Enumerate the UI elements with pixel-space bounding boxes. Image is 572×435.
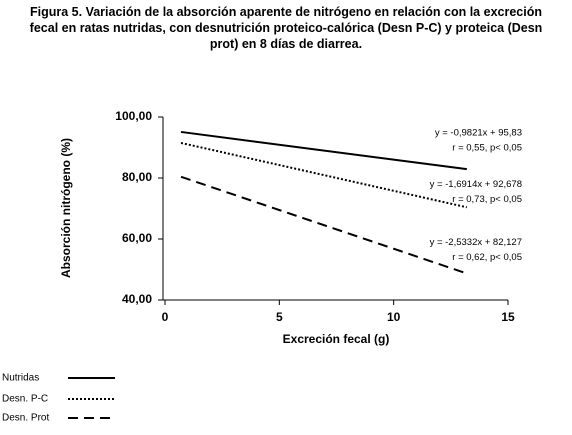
annotation-stats: r = 0,73, p< 0,05 bbox=[452, 194, 522, 205]
y-tick-label: 60,00 bbox=[122, 231, 152, 245]
annotation-equation: y = -0,9821x + 95,83 bbox=[435, 128, 522, 139]
y-tick-label: 80,00 bbox=[122, 170, 152, 184]
legend-label: Desn. P-C bbox=[2, 394, 48, 405]
series-line bbox=[180, 130, 467, 171]
legend-label: Nutridas bbox=[2, 373, 39, 384]
annotation-stats: r = 0,62, p< 0,05 bbox=[452, 252, 522, 263]
x-tick-label: 5 bbox=[276, 310, 283, 324]
x-tick-label: 15 bbox=[501, 310, 515, 324]
annotation-equation: y = -2,5332x + 82,127 bbox=[430, 237, 522, 248]
annotation-stats: r = 0,55, p< 0,05 bbox=[452, 143, 522, 154]
x-tick-label: 0 bbox=[162, 310, 169, 324]
legend-label: Desn. Prot bbox=[2, 413, 49, 424]
y-axis-label: Absorción nitrógeno (%) bbox=[59, 138, 73, 278]
chart-title: Figura 5. Variación de la absorción apar… bbox=[29, 5, 543, 51]
x-tick-label: 10 bbox=[387, 310, 401, 324]
series-line bbox=[180, 175, 468, 275]
x-axis-label: Excreción fecal (g) bbox=[283, 332, 390, 346]
y-tick-label: 40,00 bbox=[122, 292, 152, 306]
y-tick-label: 100,00 bbox=[115, 109, 152, 123]
annotation-equation: y = -1,6914x + 92,678 bbox=[430, 179, 522, 190]
series-line bbox=[180, 141, 468, 209]
